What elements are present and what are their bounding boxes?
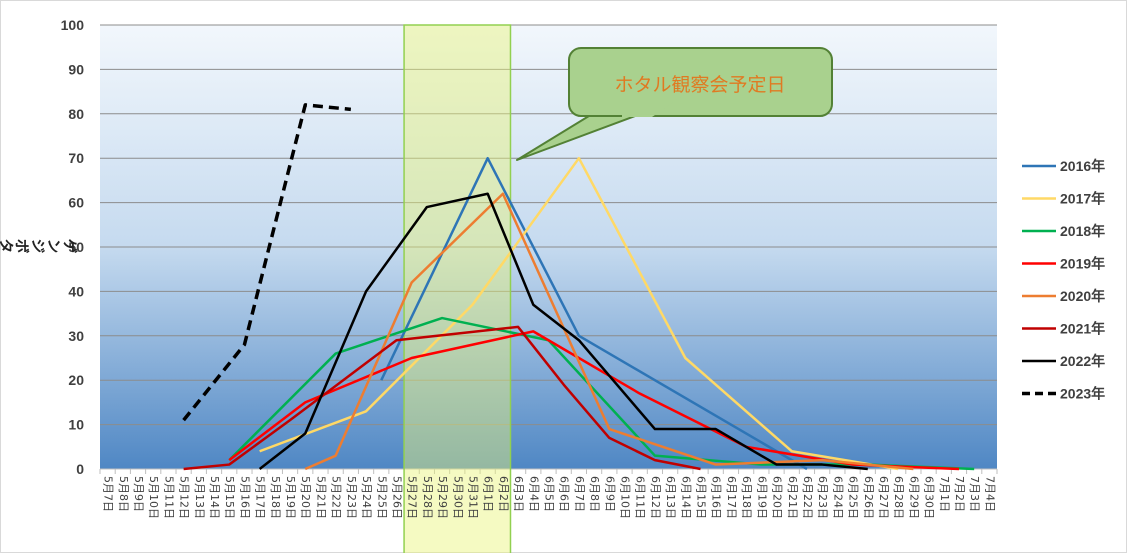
x-tick-label: 6月12日: [649, 476, 662, 519]
x-tick-label: 5月28日: [421, 476, 434, 519]
y-tick-label: 100: [61, 17, 85, 33]
x-tick-label: 6月19日: [755, 476, 768, 519]
x-tick-label: 6月16日: [710, 476, 723, 519]
x-tick-label: 5月15日: [223, 476, 236, 519]
x-tick-label: 7月3日: [968, 476, 981, 512]
legend-label: 2019年: [1060, 256, 1105, 272]
observation-period-highlight: [403, 24, 512, 553]
legend-label: 2020年: [1060, 288, 1105, 304]
x-tick-label: 6月15日: [695, 476, 708, 519]
series-line-2016年: [380, 156, 808, 471]
x-tick-label: 6月2日: [497, 476, 510, 512]
x-tick-label: 6月8日: [588, 476, 601, 512]
x-tick-label: 6月25日: [847, 476, 860, 519]
x-tick-label: 5月25日: [375, 476, 388, 519]
legend-label: 2023年: [1060, 386, 1105, 402]
x-tick-label: 5月13日: [193, 476, 206, 519]
legend-label: 2021年: [1060, 321, 1105, 337]
y-axis-label: ゲンジボタル: [0, 237, 78, 255]
series-line-2017年: [259, 156, 899, 471]
x-tick-label: 5月29日: [436, 476, 449, 519]
callout-text: ホタル観察会予定日: [614, 74, 785, 96]
series-line-2022年: [258, 192, 868, 471]
y-tick-label: 10: [68, 417, 84, 433]
x-tick-label: 6月10日: [619, 476, 632, 519]
legend-label: 2018年: [1060, 223, 1105, 239]
x-tick-label: 5月23日: [345, 476, 358, 519]
x-tick-label: 6月26日: [862, 476, 875, 519]
annotation-callout: ホタル観察会予定日: [516, 47, 833, 161]
gridlines: [99, 24, 998, 474]
x-tick-label: 5月10日: [147, 476, 160, 519]
x-tick-label: 6月13日: [664, 476, 677, 519]
x-tick-label: 5月17日: [254, 476, 267, 519]
x-tick-label: 5月30日: [451, 476, 464, 519]
x-tick-label: 5月7日: [102, 476, 115, 512]
y-tick-label: 40: [68, 283, 84, 299]
highlight-band: [403, 24, 512, 553]
x-tick-label: 6月21日: [786, 476, 799, 519]
x-axis-ticks: 5月7日 5月8日 5月9日 5月10日 5月11日 5月12日 5月13日 5月14日 5月1…: [102, 476, 997, 519]
x-tick-label: 6月7日: [573, 476, 586, 512]
x-tick-label: 5月24日: [360, 476, 373, 519]
x-tick-label: 6月6日: [558, 476, 571, 512]
x-tick-label: 6月22日: [801, 476, 814, 519]
y-axis-ticks: 0 10 20 30 40 50 60 70 80 90 100: [61, 17, 85, 477]
x-tick-label: 6月11日: [634, 476, 647, 519]
x-tick-label: 5月31日: [466, 476, 479, 519]
x-tick-label: 6月29日: [907, 476, 920, 519]
x-tick-label: 5月11日: [162, 476, 175, 519]
y-tick-label: 0: [76, 461, 84, 477]
legend: 2016年 2017年 2018年 2019年 2020年 2021年 2022年 2023年: [1022, 158, 1105, 402]
series-line-2021年: [183, 325, 701, 471]
x-tick-label: 6月9日: [603, 476, 616, 512]
y-tick-label: 30: [68, 328, 84, 344]
series-lines: [182, 103, 975, 471]
x-tick-label: 5月22日: [330, 476, 343, 519]
x-tick-label: 7月4日: [983, 476, 996, 512]
x-tick-label: 6月23日: [816, 476, 829, 519]
x-tick-label: 5月16日: [238, 476, 251, 519]
x-tick-label: 5月21日: [314, 476, 327, 519]
series-line-2023年: [182, 103, 352, 422]
x-tick-label: 6月5日: [543, 476, 556, 512]
x-tick-label: 6月3日: [512, 476, 525, 512]
x-tick-label: 6月17日: [725, 476, 738, 519]
x-tick-label: 5月19日: [284, 476, 297, 519]
y-tick-label: 50: [68, 239, 84, 255]
x-tick-label: 7月2日: [953, 476, 966, 512]
x-tick-label: 5月26日: [390, 476, 403, 519]
legend-label: 2022年: [1060, 353, 1105, 369]
y-tick-label: 90: [68, 61, 84, 77]
y-tick-label: 80: [68, 106, 84, 122]
x-tick-label: 6月24日: [831, 476, 844, 519]
y-tick-label: 70: [68, 150, 84, 166]
x-tick-label: 6月14日: [679, 476, 692, 519]
x-tick-label: 6月28日: [892, 476, 905, 519]
x-tick-label: 7月1日: [938, 476, 951, 512]
legend-label: 2017年: [1060, 191, 1105, 207]
x-tick-label: 5月18日: [269, 476, 282, 519]
series-line-2020年: [304, 192, 914, 471]
x-tick-label: 5月20日: [299, 476, 312, 519]
x-tick-label: 6月30日: [923, 476, 936, 519]
x-tick-label: 6月1日: [482, 476, 495, 512]
x-tick-label: 5月12日: [178, 476, 191, 519]
x-tick-label: 6月27日: [877, 476, 890, 519]
x-tick-label: 6月18日: [740, 476, 753, 519]
x-tick-label: 6月4日: [527, 476, 540, 512]
x-tick-label: 5月8日: [117, 476, 130, 512]
x-tick-label: 5月9日: [132, 476, 145, 512]
y-tick-label: 20: [68, 372, 84, 388]
callout-pointer-cover: [622, 95, 684, 117]
x-tick-label: 6月20日: [771, 476, 784, 519]
x-tick-label: 5月14日: [208, 476, 221, 519]
legend-label: 2016年: [1060, 158, 1105, 174]
y-tick-label: 60: [68, 195, 84, 211]
x-tick-label: 5月27日: [406, 476, 419, 519]
